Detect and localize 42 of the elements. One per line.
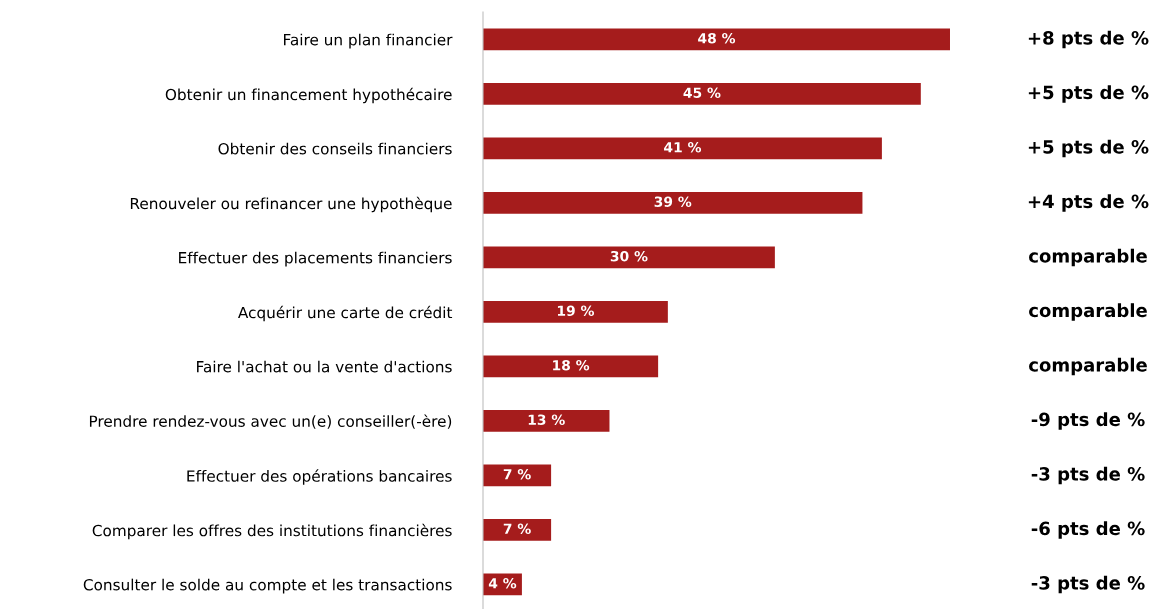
bar bbox=[483, 246, 775, 269]
data-label: 7 % bbox=[503, 468, 531, 480]
text: -6 pts de % bbox=[1031, 521, 1145, 539]
text: comparable bbox=[1029, 357, 1147, 376]
y-tick-label: Faire un plan financier bbox=[284, 33, 453, 49]
data-label: 4 % bbox=[488, 578, 517, 589]
text: +5 pts de % bbox=[1028, 85, 1149, 103]
data-label: 7 % bbox=[503, 523, 531, 534]
data-label: 19 % bbox=[557, 305, 595, 316]
data-label: 30 % bbox=[610, 250, 648, 262]
y-tick-label: Renouveler ou refinancer une hypothèque bbox=[130, 196, 452, 213]
text: -9 pts de % bbox=[1031, 412, 1145, 430]
y-tick-label: Comparer les offres des institutions financières bbox=[92, 523, 452, 540]
y-tick-label: Prendre rendez-vous avec un(e) conseiller(-ère) bbox=[89, 414, 452, 429]
y-tick-label: Effectuer des placements financiers bbox=[179, 251, 452, 267]
text: -3 pts de % bbox=[1031, 575, 1145, 594]
bar bbox=[483, 28, 950, 51]
data-label: 41 % bbox=[664, 141, 702, 153]
text: +8 pts de % bbox=[1028, 30, 1149, 49]
bar bbox=[483, 519, 552, 541]
y-tick-label: Obtenir des conseils financiers bbox=[218, 142, 452, 155]
data-label: 45 % bbox=[683, 87, 721, 98]
text: -3 pts de % bbox=[1031, 466, 1145, 485]
y-tick-label: Acquérir une carte de crédit bbox=[238, 305, 453, 322]
text: +5 pts de % bbox=[1028, 139, 1149, 158]
bar bbox=[483, 83, 921, 105]
y-tick-label: Faire l'achat ou la vente d'actions bbox=[197, 360, 452, 373]
data-label: 39 % bbox=[654, 196, 692, 207]
text: comparable bbox=[1029, 248, 1147, 267]
data-label: 13 % bbox=[528, 414, 565, 425]
bar bbox=[483, 137, 882, 160]
bar bbox=[483, 192, 863, 214]
bar bbox=[483, 355, 659, 378]
data-label: 48 % bbox=[698, 32, 736, 44]
y-tick-label: Effectuer des opérations bancaires bbox=[187, 469, 452, 485]
bar bbox=[483, 301, 668, 323]
text: +4 pts de % bbox=[1028, 194, 1149, 212]
data-label: 18 % bbox=[553, 359, 590, 371]
bar bbox=[483, 410, 610, 432]
y-tick-label: Obtenir un financement hypothécaire bbox=[165, 87, 452, 104]
y-tick-label: Consulter le solde au compte et les transactions bbox=[83, 578, 452, 594]
text: comparable bbox=[1029, 303, 1147, 321]
